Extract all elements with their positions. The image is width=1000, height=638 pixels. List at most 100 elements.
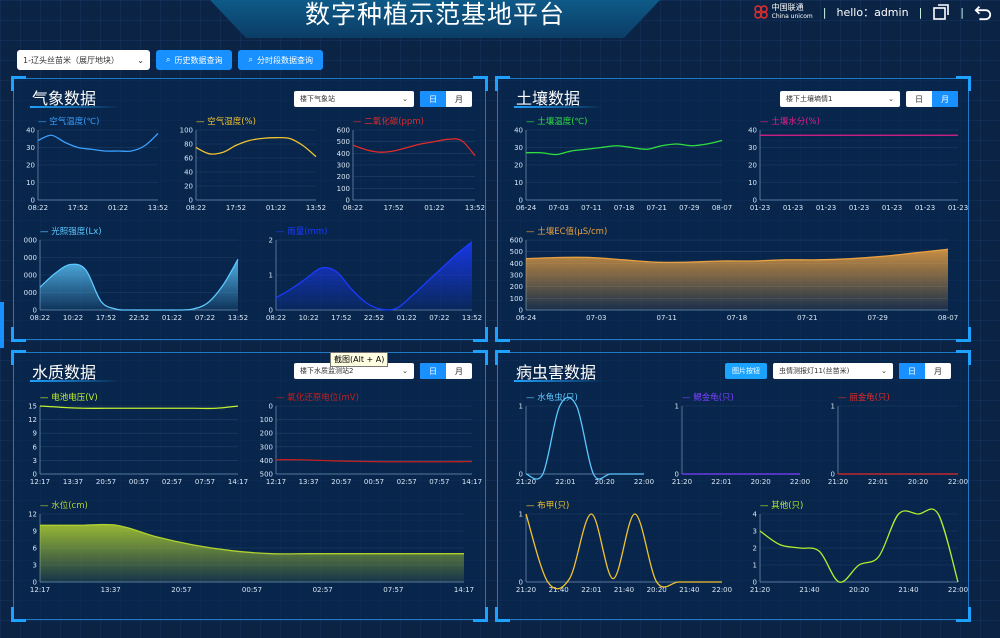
y-tick-label: 6 (33, 443, 38, 451)
month-tab[interactable]: 月 (455, 94, 463, 104)
y-tick-label: 0 (753, 579, 757, 587)
day-tab[interactable]: 日 (899, 363, 925, 379)
series-line (525, 396, 644, 480)
series-line (39, 258, 239, 311)
y-tick-label: 30 (26, 144, 35, 152)
y-tick-label: 600 (337, 127, 350, 135)
y-tick-label: 1 (519, 511, 523, 519)
x-tick-label: 08:22 (186, 204, 206, 212)
title-underline (30, 106, 120, 108)
month-tab[interactable]: 月 (932, 91, 958, 107)
water-station-select[interactable]: 楼下水质监测站2 ⌄ (294, 363, 414, 379)
chevron-down-icon: ⌄ (137, 55, 144, 65)
x-tick-label: 07-18 (727, 314, 747, 322)
x-tick-label: 17:52 (331, 314, 351, 322)
y-tick-label: 300 (260, 443, 273, 451)
header-right: 中国联通 China unicom | hello：admin | | (753, 0, 1000, 24)
side-handle[interactable] (0, 302, 4, 348)
chart-air-temp: — 空气温度(℃) 0 10 20 30 40 08:22 17:52 01:22 13:52 (26, 116, 168, 212)
day-tab[interactable]: 日 (420, 363, 446, 379)
x-tick-label: 01-23 (750, 204, 770, 212)
x-tick-label: 14:17 (228, 478, 248, 486)
soil-sensor-select[interactable]: 楼下土壤墒情1 ⌄ (780, 91, 900, 107)
x-tick-label: 07-03 (548, 204, 568, 212)
chart-co2: — 二氧化碳(ppm) 0 100 200 300 400 500 600 08:22 17:52… (337, 116, 485, 212)
y-tick-label: 9 (33, 430, 37, 438)
x-tick-label: 07-21 (797, 314, 817, 322)
series-line (40, 523, 464, 555)
period-query-button[interactable]: ⌕ 分时段数据查询 (238, 50, 323, 70)
pest-title: 病虫害数据 (516, 363, 597, 382)
x-tick-label: 07:57 (383, 586, 403, 594)
y-tick-label: 000 (24, 254, 37, 262)
y-tick-label: 400 (337, 150, 350, 158)
back-icon[interactable] (974, 3, 992, 21)
month-tab[interactable]: 月 (455, 366, 463, 376)
y-tick-label: 100 (510, 295, 523, 303)
panel-corner (495, 327, 510, 342)
y-tick-label: 40 (26, 127, 35, 135)
x-tick-label: 00:57 (129, 478, 149, 486)
chart-bug-bujia: — 布甲(只) 0 1 21:20 21:40 22:01 21:40 20:20 21:40 2… (516, 500, 732, 594)
image-button[interactable]: 图片按钮 (725, 363, 767, 379)
site-select-value: 1-辽头丝苗米（展厅地块） (23, 55, 119, 65)
y-tick-label: 2 (269, 237, 273, 245)
search-icon: ⌕ (166, 55, 171, 64)
x-tick-label: 07-21 (646, 204, 666, 212)
history-query-button[interactable]: ⌕ 历史数据查询 (156, 50, 233, 70)
x-tick-label: 13:52 (148, 204, 168, 212)
x-tick-label: 20:20 (849, 586, 869, 594)
x-tick-label: 12:17 (266, 478, 286, 486)
chevron-down-icon: ⌄ (888, 95, 894, 103)
series-area (276, 241, 472, 310)
soil-sensor-value: 楼下土壤墒情1 (786, 95, 833, 103)
chart-bug-gold: — 鳃金龟(只) 0 1 21:20 22:01 20:20 22:00 (672, 392, 810, 486)
month-tab[interactable]: 月 (934, 366, 942, 376)
x-tick-label: 08-07 (712, 204, 732, 212)
carrier-name-en: China unicom (771, 13, 813, 20)
x-tick-label: 17:52 (68, 204, 88, 212)
weather-controls: 楼下气象站 ⌄ 日月 (294, 91, 472, 107)
header-separator: | (918, 5, 923, 19)
chart-battery: — 电池电压(V) 0 3 6 9 12 15 12:17 13:37 20:57 00:57 02:… (28, 392, 248, 486)
y-tick-label: 0 (519, 307, 523, 315)
y-tick-label: 300 (510, 272, 523, 280)
series-line (525, 248, 949, 264)
chevron-down-icon: ⌄ (402, 367, 408, 375)
panel-corner (473, 607, 488, 622)
panel-corner (11, 327, 26, 342)
y-tick-label: 0 (33, 307, 37, 315)
y-tick-label: 10 (26, 179, 35, 187)
x-tick-label: 02:57 (162, 478, 182, 486)
x-tick-label: 21:40 (799, 586, 819, 594)
chart-title: — 电池电压(V) (40, 392, 98, 403)
x-tick-label: 20:57 (331, 478, 351, 486)
y-tick-label: 0 (519, 197, 523, 205)
x-tick-label: 00:57 (242, 586, 262, 594)
site-select[interactable]: 1-辽头丝苗米（展厅地块） ⌄ (17, 50, 150, 70)
day-tab[interactable]: 日 (915, 94, 923, 104)
x-tick-label: 22:01 (581, 586, 601, 594)
panel-corner (11, 607, 26, 622)
weather-station-select[interactable]: 楼下气象站 ⌄ (294, 91, 414, 107)
fullscreen-icon[interactable] (932, 3, 950, 21)
x-tick-label: 13:52 (228, 314, 248, 322)
chart-title: — 光照强度(Lx) (40, 226, 102, 237)
history-query-label: 历史数据查询 (174, 55, 223, 65)
day-tab[interactable]: 日 (420, 91, 446, 107)
panel-corner (11, 350, 26, 365)
y-tick-label: 1 (753, 562, 757, 570)
chart-title: — 空气湿度(%) (196, 116, 256, 127)
carrier-name: 中国联通 (771, 3, 804, 12)
y-tick-label: 0 (753, 197, 757, 205)
y-tick-label: 100 (260, 416, 273, 424)
panel-corner (473, 76, 488, 91)
y-tick-label: 200 (260, 430, 273, 438)
series-line (352, 138, 476, 157)
x-tick-label: 08:22 (343, 204, 363, 212)
pest-trap-select[interactable]: 虫情测报灯11(丝苗米) ⌄ (773, 363, 893, 379)
series-line (275, 241, 473, 311)
y-tick-label: 10 (748, 179, 757, 187)
y-tick-label: 0 (519, 579, 523, 587)
y-tick-label: 400 (510, 260, 523, 268)
